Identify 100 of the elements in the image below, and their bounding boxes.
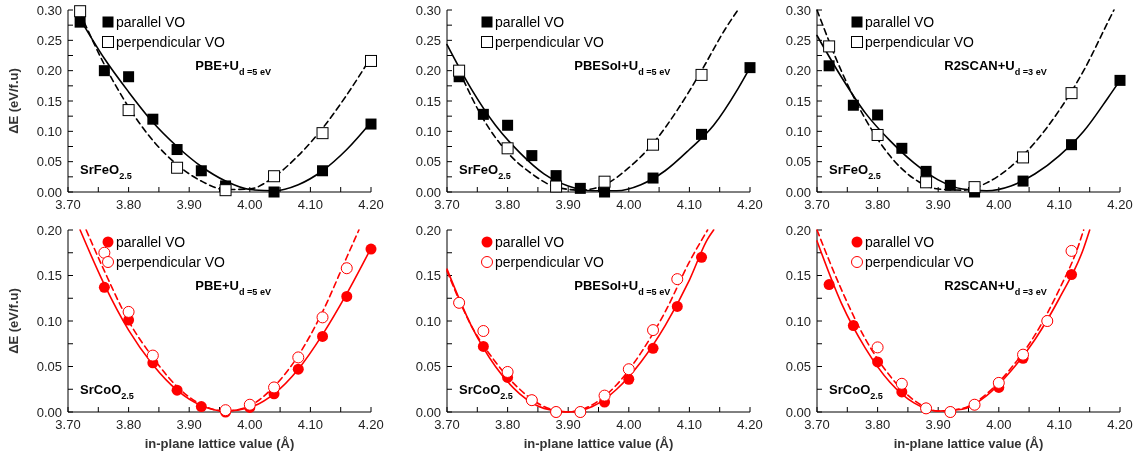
point [647, 138, 660, 151]
x-tick-label: 4.20 [1107, 197, 1133, 212]
annotation: SrFeO$_{2.5}$ [459, 161, 511, 181]
x-axis-title: in-plane lattice value (Å) [144, 436, 295, 451]
x-tick-label: 3.80 [115, 417, 142, 432]
legend-label: parallel VO [495, 234, 565, 250]
point [623, 373, 635, 385]
x-tick-label: 4.00 [986, 417, 1012, 432]
annotation: SrFeO$_{2.5}$ [829, 161, 881, 181]
point [872, 109, 884, 121]
point [823, 279, 835, 291]
x-tick-label: 4.10 [676, 197, 703, 212]
x-tick-label: 4.00 [986, 197, 1012, 212]
point [526, 150, 538, 162]
x-tick-label: 3.90 [555, 417, 581, 432]
x-tick-label: 3.70 [804, 417, 830, 432]
annotation: PBESol+U$_{d =5 eV}$ [574, 278, 671, 298]
point [171, 144, 183, 156]
x-tick-label: 3.70 [434, 417, 460, 432]
x-tick-label: 3.80 [494, 417, 521, 432]
legend-label: perpendicular VO [495, 34, 605, 50]
point [365, 54, 377, 67]
x-tick-label: 3.70 [804, 197, 830, 212]
point [453, 64, 466, 77]
point [1065, 87, 1078, 100]
x-axis-title: in-plane lattice value (Å) [893, 436, 1044, 451]
y-tick-label: 0.00 [415, 184, 441, 200]
x-tick-label: 3.70 [55, 197, 81, 212]
point [316, 311, 329, 324]
point [268, 381, 281, 394]
y-tick-label: 0.25 [36, 32, 62, 48]
point [146, 349, 159, 362]
point [847, 320, 859, 332]
point [1017, 151, 1030, 164]
y-tick-label: 0.00 [36, 404, 62, 420]
x-tick-label: 3.90 [176, 197, 202, 212]
x-tick-label: 4.20 [358, 417, 384, 432]
point [695, 68, 708, 81]
x-tick-label: 3.80 [115, 197, 142, 212]
point [122, 305, 135, 318]
point [696, 251, 708, 263]
x-tick-label: 4.10 [1046, 197, 1073, 212]
point [268, 170, 281, 183]
point [968, 181, 981, 194]
point [671, 300, 683, 312]
point [647, 172, 659, 184]
y-tick-label: 0.20 [36, 222, 62, 238]
x-tick-label: 3.90 [925, 417, 951, 432]
annotation: PBE+U$_{d =5 eV}$ [195, 278, 272, 298]
x-tick-label: 4.00 [237, 197, 263, 212]
point [74, 16, 86, 28]
x-tick-label: 3.80 [494, 197, 521, 212]
point [872, 356, 884, 368]
point [550, 170, 562, 182]
legend-label: parallel VO [865, 14, 935, 30]
point [647, 342, 659, 354]
y-tick-label: 0.00 [415, 404, 441, 420]
y-tick-label: 0.05 [415, 154, 441, 170]
y-tick-label: 0.05 [36, 154, 62, 170]
point [992, 376, 1005, 389]
annotation: PBESol+U$_{d =5 eV}$ [574, 58, 671, 78]
point [501, 142, 514, 155]
y-tick-label: 0.20 [415, 63, 441, 79]
annotation: SrCoO$_{2.5}$ [829, 381, 883, 401]
y-tick-label: 0.15 [415, 268, 441, 283]
y-tick-label: 0.30 [36, 2, 62, 18]
y-tick-label: 0.25 [785, 32, 811, 48]
annotation: R2SCAN+U$_{d =3 eV}$ [944, 58, 1047, 78]
point [550, 180, 563, 193]
y-tick-label: 0.05 [785, 359, 811, 374]
point [219, 184, 232, 197]
y-tick-label: 0.10 [415, 313, 441, 329]
annotation: SrFeO$_{2.5}$ [80, 161, 132, 181]
x-tick-label: 4.10 [1046, 417, 1073, 432]
x-tick-label: 3.70 [55, 417, 81, 432]
point [1066, 269, 1078, 281]
legend-label: perpendicular VO [865, 34, 975, 50]
point [896, 142, 908, 154]
point [1017, 175, 1029, 187]
y-tick-label: 0.25 [415, 32, 441, 48]
legend-label: perpendicular VO [865, 254, 975, 270]
point [147, 113, 159, 125]
y-tick-label: 0.10 [785, 313, 811, 329]
y-axis-title: ΔE (eV/f.u) [6, 68, 21, 134]
y-tick-label: 0.00 [36, 184, 62, 200]
point [365, 118, 377, 130]
point [317, 165, 329, 177]
point [171, 384, 183, 396]
point [920, 176, 933, 189]
point [744, 62, 756, 74]
point [341, 290, 353, 302]
y-tick-label: 0.20 [36, 63, 62, 79]
x-tick-label: 3.80 [864, 417, 891, 432]
x-tick-label: 4.10 [297, 197, 324, 212]
y-tick-label: 0.05 [415, 359, 441, 374]
x-tick-label: 4.10 [676, 417, 703, 432]
point [268, 186, 280, 198]
x-tick-label: 4.20 [1107, 417, 1133, 432]
x-tick-label: 4.00 [616, 417, 642, 432]
point [647, 324, 660, 337]
